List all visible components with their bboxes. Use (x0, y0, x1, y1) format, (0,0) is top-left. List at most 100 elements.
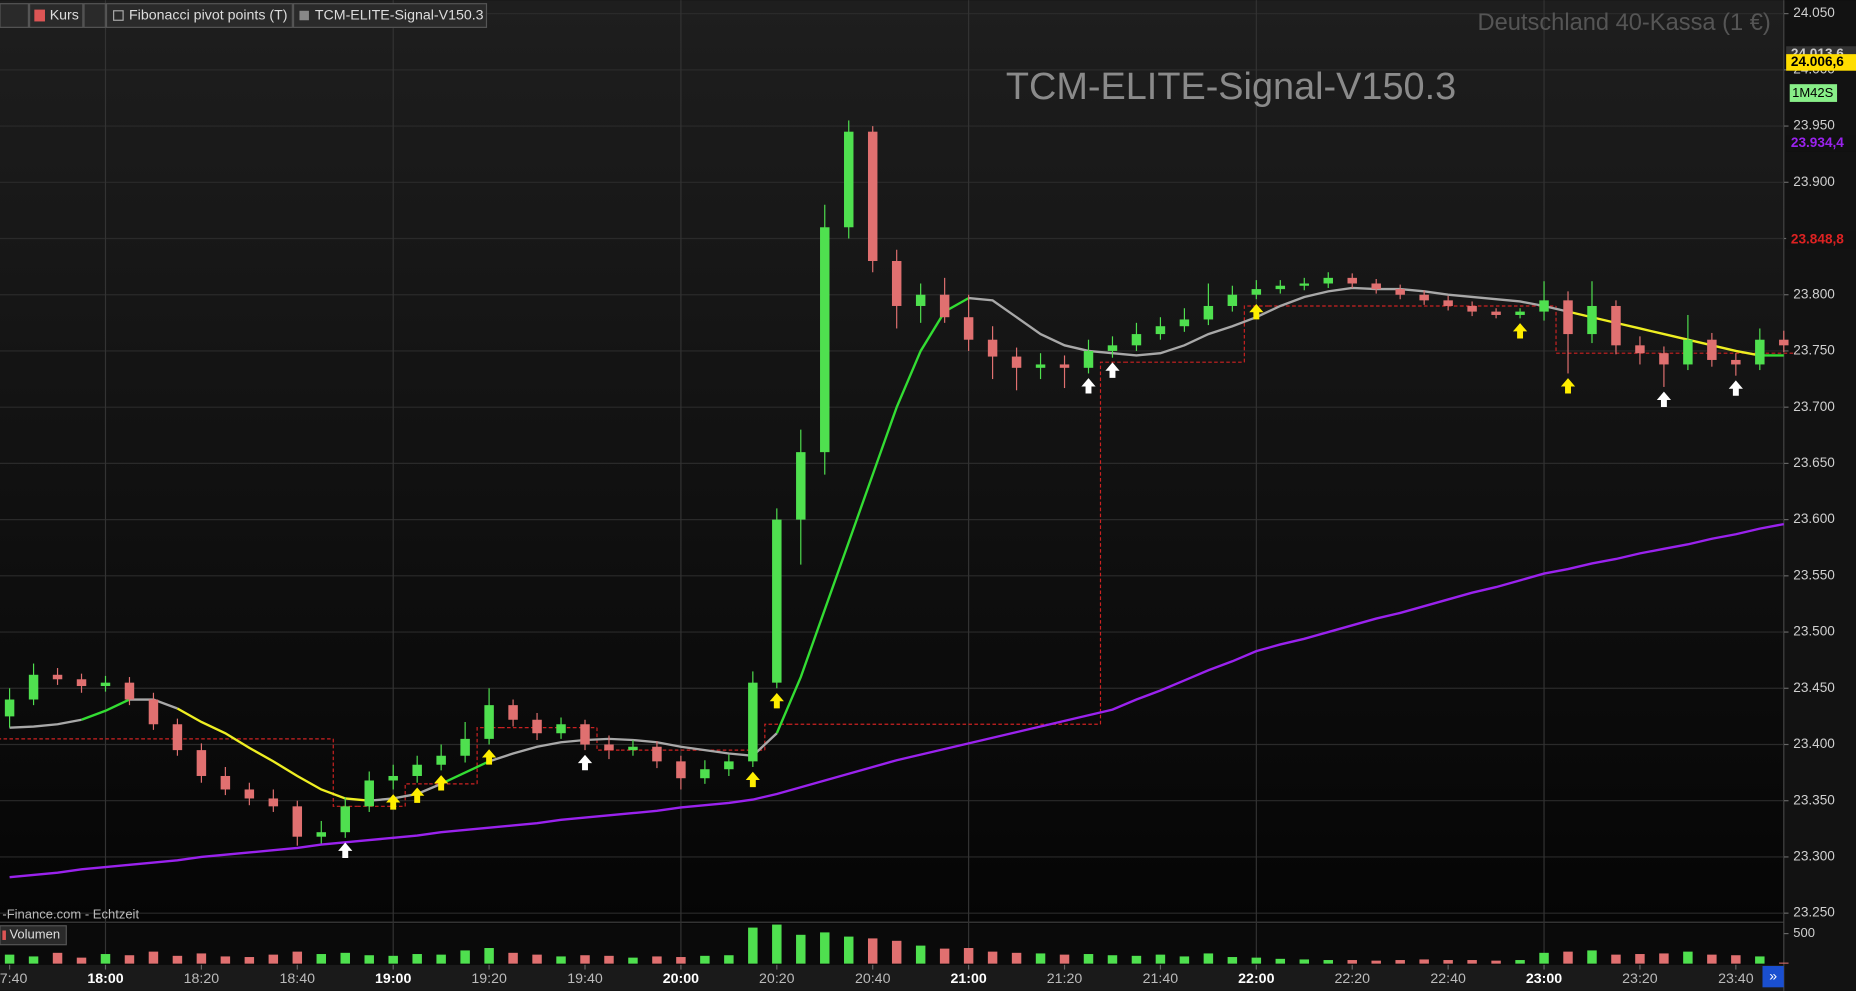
candle-body (1491, 311, 1501, 315)
candle-body (1539, 300, 1549, 312)
candle-body (484, 705, 494, 739)
x-tick-label: 17:40 (0, 971, 27, 987)
volume-bar (1683, 951, 1693, 964)
volume-bar (580, 955, 590, 964)
volume-bar (772, 924, 782, 964)
volume-bar (1035, 953, 1046, 964)
volume-bar (1731, 955, 1741, 964)
x-tick-label: 19:20 (471, 971, 507, 987)
candle-body (4, 699, 15, 717)
volume-bar (148, 951, 159, 964)
volume-label: Volumen (9, 927, 60, 942)
volume-bar (244, 957, 255, 964)
indicator-button[interactable] (292, 3, 488, 28)
candle-body (172, 724, 183, 751)
volume-bar (508, 952, 518, 964)
candle-body (1515, 311, 1525, 315)
volume-bar (196, 953, 207, 964)
candle-body (532, 719, 542, 734)
volume-bar (1779, 962, 1789, 964)
pivot-line (1243, 305, 1269, 363)
candle-body (1299, 283, 1310, 286)
volume-bar (1371, 960, 1381, 964)
moving-average (9, 522, 1785, 879)
candle-body (1395, 289, 1405, 295)
signal-arrow (1560, 378, 1576, 394)
x-tick-label: 20:00 (663, 971, 699, 987)
candle-body (748, 682, 758, 762)
volume-bar (1251, 957, 1262, 964)
volume-bar (1539, 952, 1549, 964)
candle-body (700, 769, 710, 779)
price-tag (1786, 135, 1856, 152)
candle-body (1779, 339, 1789, 346)
volume-bar (1227, 957, 1238, 964)
volume-bar (484, 948, 494, 964)
signal-line (440, 760, 490, 785)
signal-line (369, 782, 442, 802)
signal-arrow (482, 749, 497, 765)
y-tick-label: 23.450 (1793, 680, 1835, 695)
candle-body (1443, 300, 1453, 306)
candle-body (820, 227, 830, 453)
volume-bar (1131, 955, 1142, 964)
volume-bar (1275, 958, 1286, 964)
candle-body (1587, 305, 1597, 335)
scroll-button[interactable] (1762, 966, 1784, 988)
indicator-button[interactable] (105, 3, 293, 28)
volume-bar (700, 955, 710, 964)
volume-bar (1395, 960, 1405, 964)
y-tick-label: 23.950 (1793, 118, 1835, 133)
candle-body (460, 738, 470, 756)
volume-bar (76, 957, 87, 964)
candle-body (963, 317, 974, 340)
x-tick-label: 19:40 (567, 971, 603, 987)
volume-bar (820, 932, 830, 964)
candle-body (676, 761, 686, 779)
volume-bar (460, 950, 470, 964)
volume-bar (1443, 960, 1453, 964)
volume-bar (1083, 954, 1094, 964)
candle-body (1611, 305, 1621, 346)
candle-body (76, 679, 87, 687)
y-tick-label: 23.250 (1793, 905, 1835, 920)
signal-arrow (745, 771, 760, 788)
candle-body (196, 750, 207, 776)
tool-button[interactable] (0, 3, 29, 28)
candle-body (340, 806, 350, 833)
candle-body (1347, 277, 1357, 284)
candle-body (364, 780, 374, 807)
volume-bar (1059, 954, 1070, 964)
y-tick-label: 23.900 (1793, 174, 1835, 189)
x-tick-label: 18:20 (184, 971, 220, 987)
x-tick-label: 23:40 (1718, 971, 1754, 987)
candle-body (1419, 294, 1429, 301)
y-tick-label: 23.400 (1793, 736, 1835, 751)
signal-arrow (338, 842, 353, 858)
volume-bar (1611, 954, 1621, 964)
countdown: 1M42S (1792, 85, 1834, 100)
signal-arrow (1728, 380, 1743, 396)
candle-body (100, 682, 111, 687)
list-button[interactable] (83, 3, 106, 28)
signal-line (775, 297, 970, 734)
y-tick-label: 23.650 (1793, 455, 1835, 470)
volume-bar (652, 956, 662, 964)
y-tick-label: 23.300 (1793, 849, 1835, 864)
volume-bar (867, 938, 878, 964)
x-tick-label: 18:00 (87, 971, 123, 987)
candle-body (412, 764, 422, 776)
price-tag-label: 24.006,6 (1791, 54, 1844, 69)
time-axis (0, 964, 1784, 991)
price-tag-label: 23.934,4 (1791, 135, 1844, 150)
candle-body (1227, 294, 1238, 306)
candle-body (1563, 300, 1573, 335)
candle-body (1059, 364, 1070, 368)
candle-body (1131, 334, 1142, 346)
price-axis (1783, 0, 1856, 991)
volume-bar (28, 956, 39, 964)
volume-pane (0, 923, 1784, 965)
volume-button[interactable] (0, 925, 67, 946)
x-tick-label: 18:40 (280, 971, 316, 987)
